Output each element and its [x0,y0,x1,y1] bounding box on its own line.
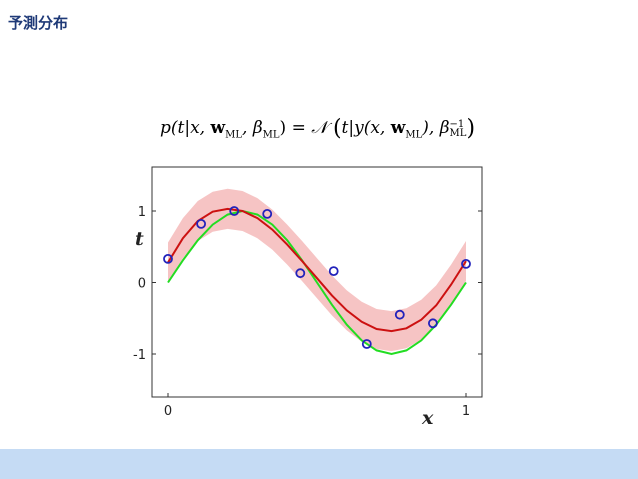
predictive-distribution-formula: p(t|x, wML, βML) = 𝒩 (t|y(x, wML), β−1 ML… [160,116,476,141]
data-point [229,206,240,216]
true-function-curve [167,209,467,356]
y-tick-label: -1 [133,348,146,363]
regression-plot: 0 1 -1 0 1 t x [133,166,483,429]
data-point [461,258,471,269]
x-tick-label: 1 [462,404,470,419]
data-point [361,339,372,349]
data-point [427,318,438,329]
curve-layer [167,207,467,356]
footer-bar [0,449,638,479]
data-point [295,268,306,279]
data-point [328,266,339,277]
point-layer [163,206,471,349]
uncertainty-band [168,188,466,352]
y-tick-label: 0 [138,277,146,292]
x-axis-title: x [421,407,434,429]
tick-layer: 0 1 -1 0 1 [133,205,482,419]
data-point [394,309,405,320]
y-axis-title: t [135,228,144,250]
data-point [262,208,273,219]
data-point [163,253,173,264]
uncertainty-band-layer [168,188,466,352]
fitted-mean-curve [167,207,467,333]
data-point [196,218,207,229]
y-tick-label: 1 [138,205,146,220]
x-tick-label: 0 [164,404,172,419]
slide-title: 予測分布 [8,14,69,32]
